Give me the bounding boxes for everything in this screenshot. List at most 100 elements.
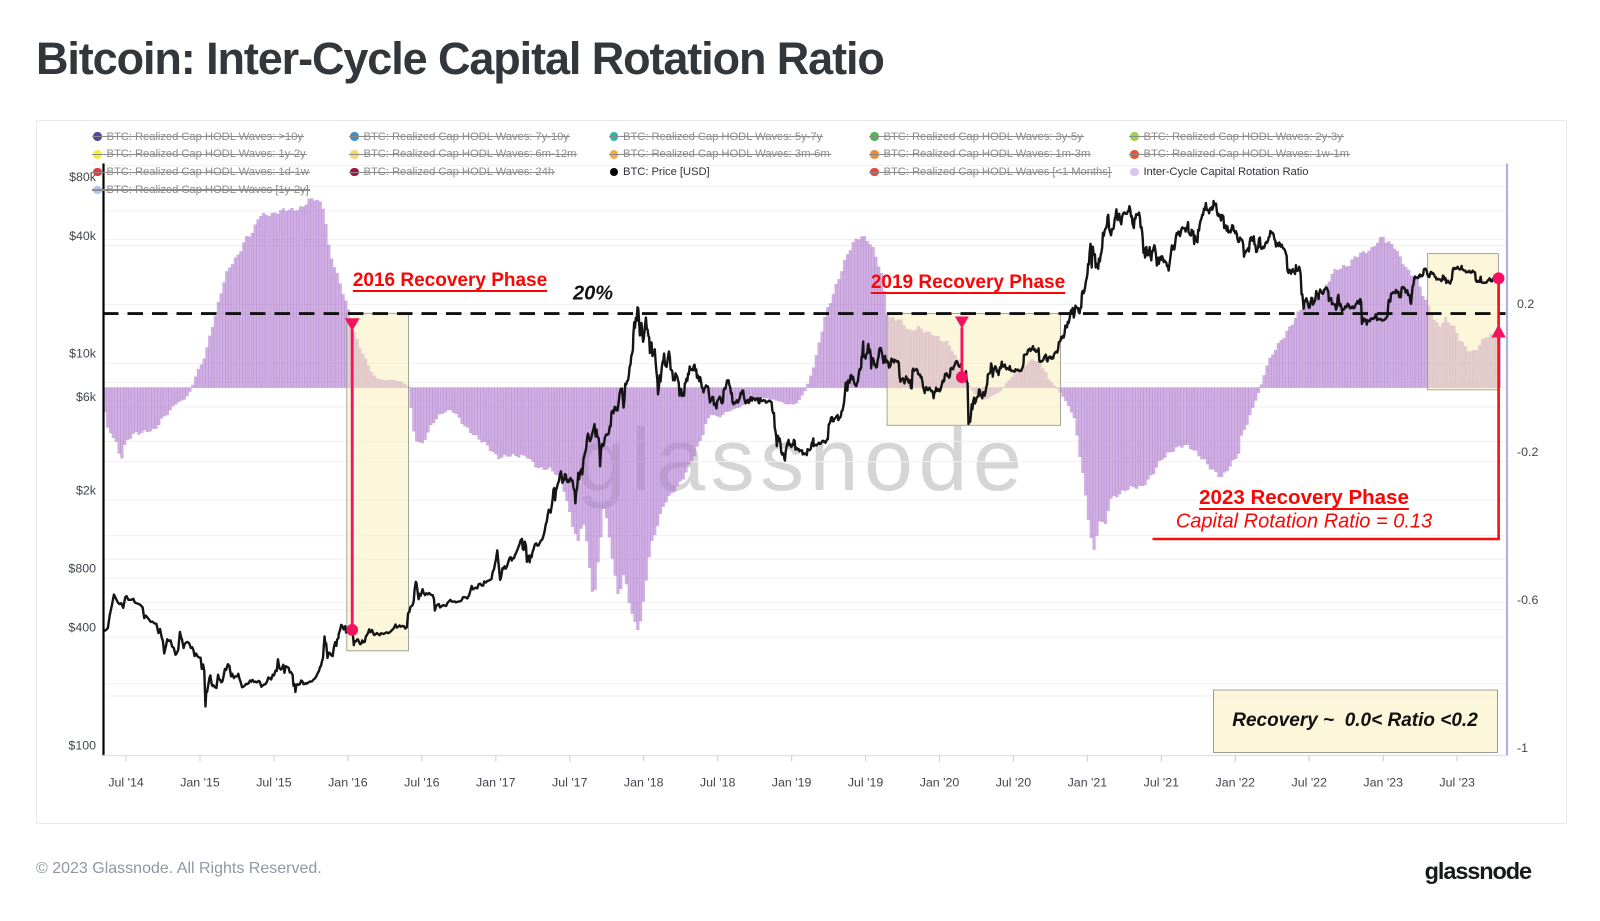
legend-item[interactable]: BTC: Realized Cap HODL Waves: 6m-12m [348,146,578,162]
svg-text:Jan '19: Jan '19 [772,775,812,789]
legend-marker-icon [350,167,359,177]
marker-2023-triangle [1491,324,1506,338]
ratio-axis-labels: 0.2 -0.2 -0.6 -1 [1517,297,1538,755]
svg-text:-1: -1 [1517,741,1528,755]
legend-item[interactable]: BTC: Realized Cap HODL Waves: 5y-7y [608,129,823,145]
svg-text:$800: $800 [68,561,96,575]
legend-item[interactable]: BTC: Realized Cap HODL Waves: 3y-5y [869,129,1084,145]
legend-marker-icon [609,150,618,159]
legend-label: BTC: Realized Cap HODL Waves: 7y-10y [363,130,569,143]
svg-text:Jul '14: Jul '14 [108,775,144,789]
svg-text:Jul '20: Jul '20 [996,775,1032,789]
legend-marker-icon [93,150,102,159]
legend-item[interactable]: BTC: Realized Cap HODL Waves: 1w-1m [1129,146,1350,162]
svg-text:$10k: $10k [69,347,97,361]
legend-item[interactable]: BTC: Realized Cap HODL Waves: 1y-2y [92,146,307,162]
legend-label: BTC: Realized Cap HODL Waves [<1 Months] [883,166,1111,179]
svg-text:Jul '16: Jul '16 [404,775,440,789]
legend-label: BTC: Price [USD] [623,166,710,179]
legend-marker-icon [870,150,879,159]
legend-marker-icon [870,132,879,141]
svg-text:$6k: $6k [76,390,97,404]
annotation-2023-ratio: Capital Rotation Ratio = 0.13 [1175,510,1433,533]
legend-marker-icon [1130,167,1139,177]
svg-text:$2k: $2k [76,484,97,498]
recovery-label-box [1213,689,1498,753]
svg-text:$40k: $40k [69,229,97,243]
legend-item[interactable]: BTC: Realized Cap HODL Waves: >10y [92,129,304,145]
legend-item[interactable]: BTC: Realized Cap HODL Waves: 7y-10y [349,129,570,145]
svg-text:Jul '19: Jul '19 [848,775,884,789]
legend-marker-icon [609,167,618,177]
legend-marker-icon [1130,132,1139,141]
legend-label: BTC: Realized Cap HODL Waves: 1w-1m [1143,148,1350,161]
svg-text:Jan '22: Jan '22 [1216,775,1256,789]
legend-marker-icon [350,150,359,159]
highlight-box-2016 [346,312,409,652]
svg-text:Jul '23: Jul '23 [1439,775,1475,789]
legend-item[interactable]: BTC: Price [USD] [609,164,710,180]
svg-text:Jan '20: Jan '20 [920,775,960,789]
legend-label: BTC: Realized Cap HODL Waves: 3m-6m [623,148,830,161]
svg-text:Jan '16: Jan '16 [328,775,368,789]
svg-text:-0.2: -0.2 [1517,445,1538,459]
legend-item[interactable]: BTC: Realized Cap HODL Waves: 2y-3y [1129,129,1344,145]
legend-label: BTC: Realized Cap HODL Waves: 24h [363,166,555,179]
price-line [103,199,1502,708]
legend-label: BTC: Realized Cap HODL Waves: 1m-3m [883,148,1091,161]
legend-label: BTC: Realized Cap HODL Waves [1y-2y] [106,184,309,197]
annotation-2016-recovery: 2016 Recovery Phase [352,270,548,291]
legend-marker-icon [93,132,102,141]
legend-label: BTC: Realized Cap HODL Waves: 3y-5y [883,130,1083,143]
glassnode-logo: glassnode [1424,858,1532,884]
legend-label: BTC: Realized Cap HODL Waves: 2y-3y [1143,130,1343,143]
phase-markers [344,272,1506,636]
marker-2023-dot [1492,272,1505,285]
footer-copyright: © 2023 Glassnode. All Rights Reserved. [36,860,322,877]
svg-text:Jul '17: Jul '17 [552,775,588,789]
marker-2016-triangle [344,318,360,331]
svg-text:0.2: 0.2 [1517,297,1534,311]
legend-item[interactable]: BTC: Realized Cap HODL Waves [1y-2y] [92,182,310,198]
legend-marker-icon [609,132,618,141]
marker-2019-triangle [954,316,969,329]
legend-marker-icon [93,167,102,177]
price-axis-labels: $80k $40k $10k $6k $2k $800 $400 $100 [68,170,96,752]
legend-label: BTC: Realized Cap HODL Waves: 5y-7y [623,130,823,143]
ratio-columns [103,198,1502,631]
svg-text:Jul '18: Jul '18 [700,775,736,789]
legend-marker-icon [870,167,879,177]
legend-label: BTC: Realized Cap HODL Waves: 1d-1w [106,166,309,179]
legend-label: BTC: Realized Cap HODL Waves: 6m-12m [363,148,577,161]
highlight-boxes [346,253,1499,652]
legend-item[interactable]: BTC: Realized Cap HODL Waves: 1d-1w [92,164,310,180]
legend-item[interactable]: BTC: Realized Cap HODL Waves: 1m-3m [868,146,1092,162]
svg-text:-0.6: -0.6 [1517,593,1538,607]
svg-text:Jul '22: Jul '22 [1292,775,1328,789]
marker-2019-dot [956,371,968,384]
svg-text:$100: $100 [68,738,96,752]
annotation-2023-recovery: 2023 Recovery Phase [1199,486,1409,509]
svg-text:Jan '23: Jan '23 [1363,775,1403,789]
svg-text:$400: $400 [68,620,96,634]
svg-text:Jul '21: Jul '21 [1144,775,1180,789]
svg-text:Jan '15: Jan '15 [180,775,220,789]
legend-marker-icon [350,132,359,141]
annotation-2019-recovery: 2019 Recovery Phase [870,272,1066,293]
x-axis-labels: Jul '14 Jan '15 Jul '15 Jan '16 Jul '16 Jan '… [108,755,1475,789]
svg-text:Jan '17: Jan '17 [476,775,516,789]
marker-2016-dot [346,624,359,636]
svg-text:Jan '18: Jan '18 [624,775,664,789]
page-title: Bitcoin: Inter-Cycle Capital Rotation Ra… [36,33,885,84]
svg-text:Jan '21: Jan '21 [1068,775,1108,789]
legend-item[interactable]: BTC: Realized Cap HODL Waves [<1 Months] [869,164,1112,180]
legend-item[interactable]: BTC: Realized Cap HODL Waves: 24h [348,164,556,180]
svg-text:$80k: $80k [69,170,97,184]
legend-marker-icon [1130,150,1139,159]
legend-label: BTC: Realized Cap HODL Waves: 1y-2y [106,148,306,161]
legend-label: Inter-Cycle Capital Rotation Ratio [1143,166,1309,179]
legend-item[interactable]: BTC: Realized Cap HODL Waves: 3m-6m [608,146,831,162]
legend-item[interactable]: Inter-Cycle Capital Rotation Ratio [1130,164,1309,180]
legend-label: BTC: Realized Cap HODL Waves: >10y [106,130,304,143]
